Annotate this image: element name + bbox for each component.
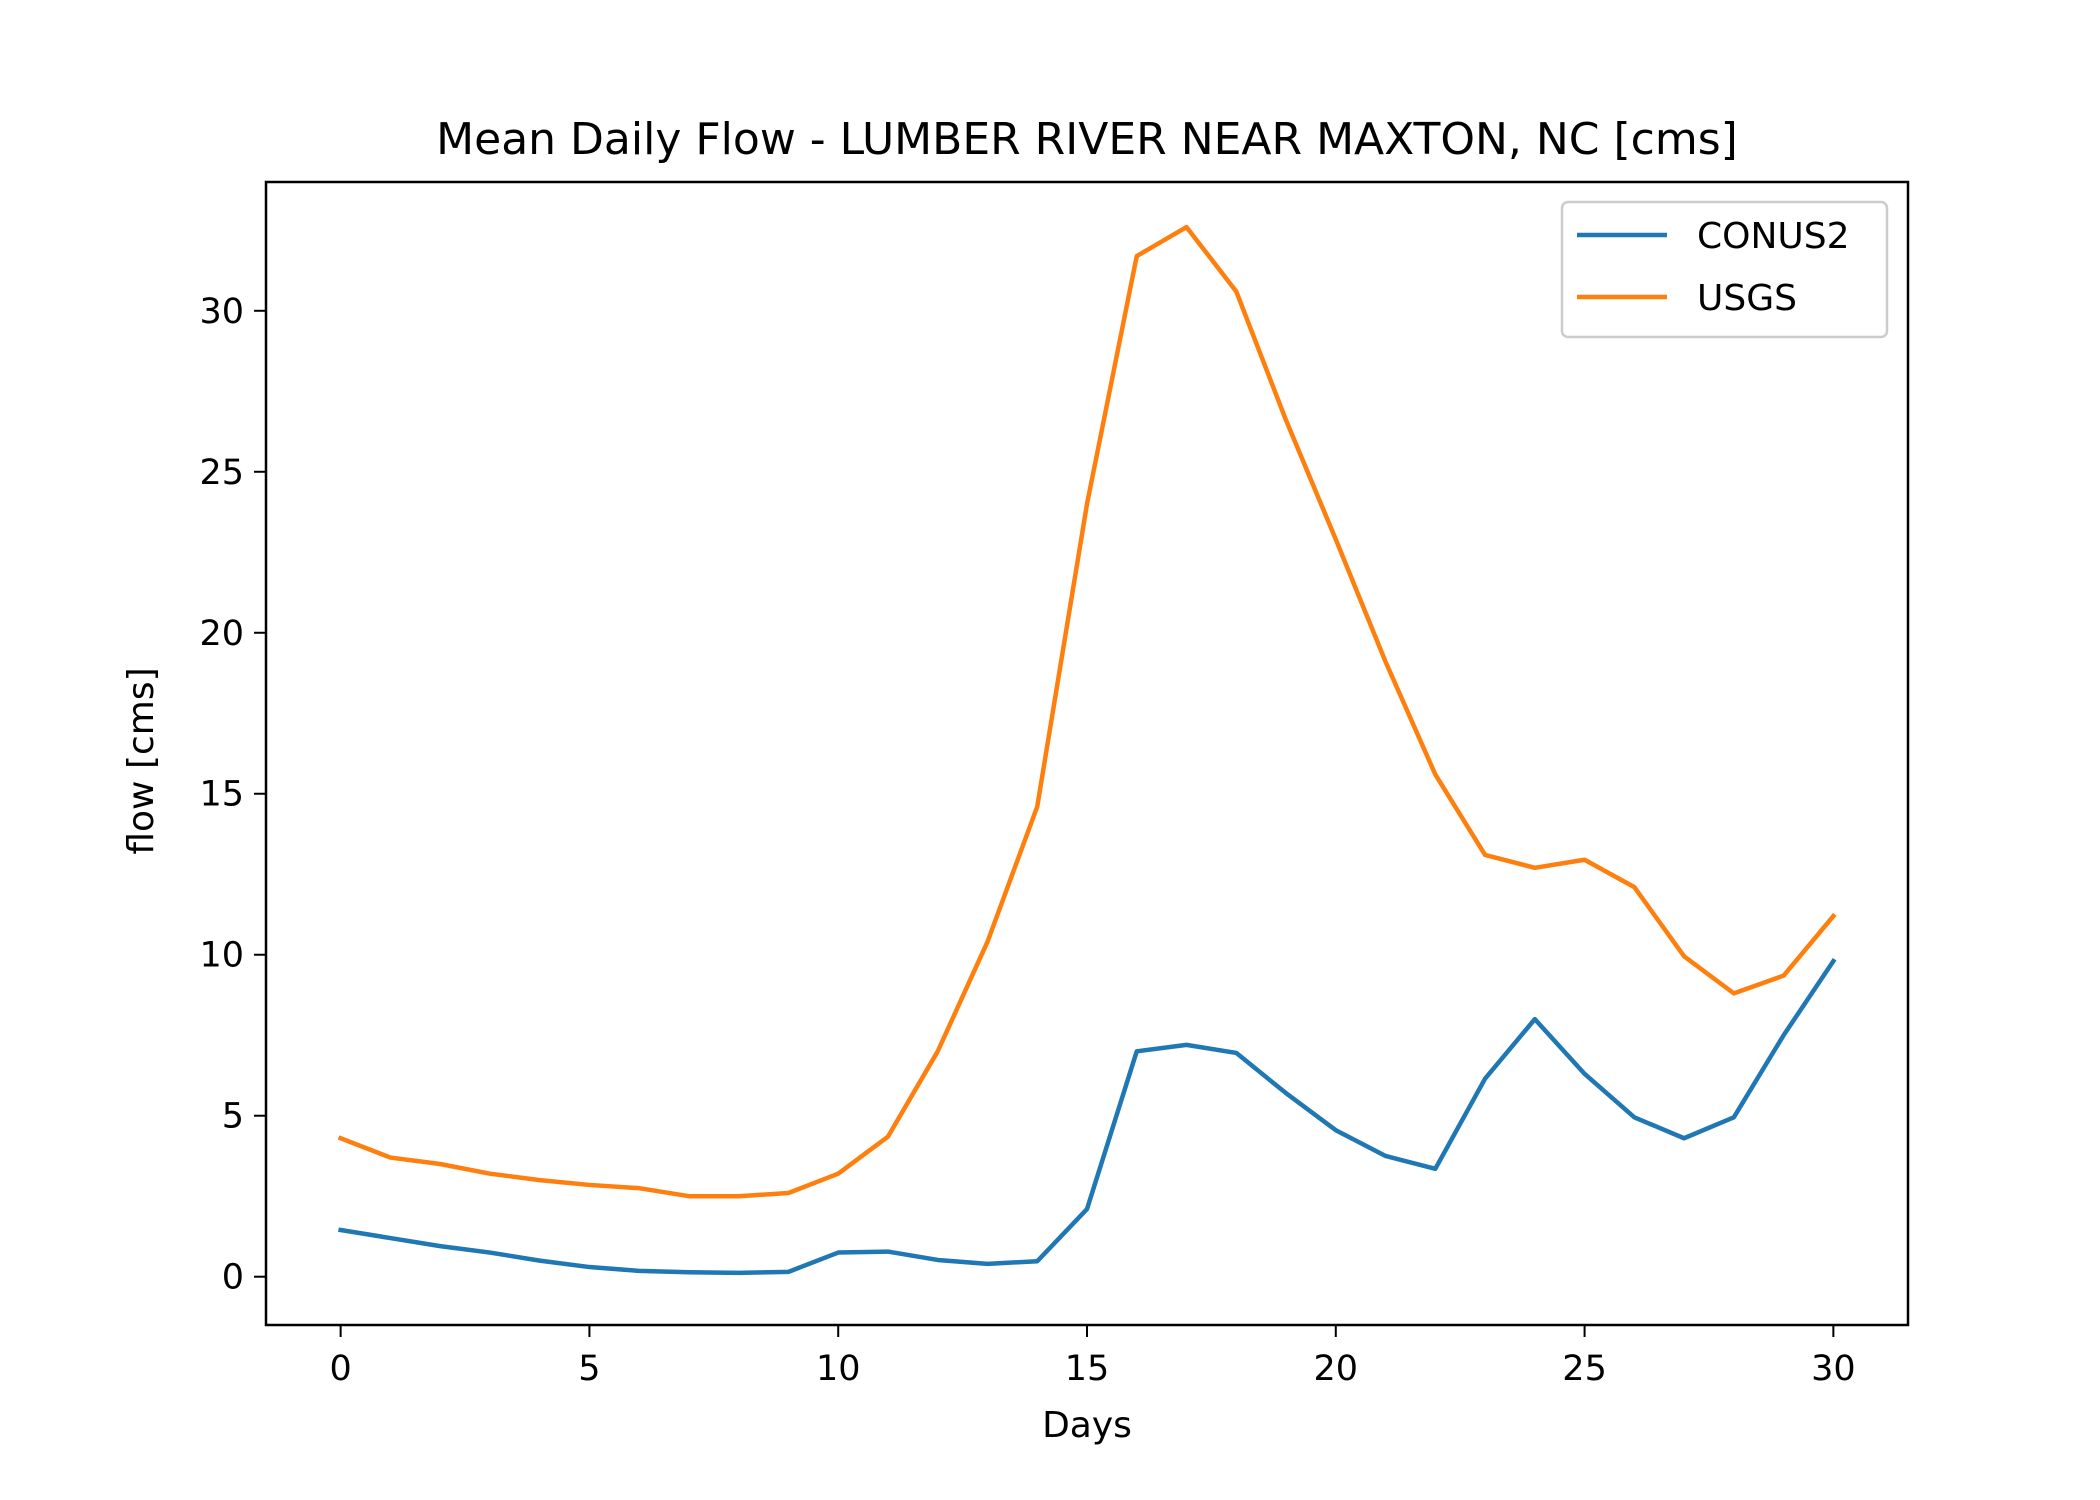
series-layer (337, 224, 1837, 1276)
y-axis-label: flow [cms] (121, 667, 162, 854)
x-tick-label: 25 (1562, 1349, 1607, 1389)
x-tick-label: 15 (1065, 1349, 1110, 1389)
legend-label: CONUS2 (1697, 216, 1850, 257)
chart-title: Mean Daily Flow - LUMBER RIVER NEAR MAXT… (436, 114, 1738, 165)
x-axis-label: Days (1042, 1405, 1132, 1446)
y-tick-label: 20 (199, 614, 244, 654)
y-tick-label: 30 (199, 292, 244, 332)
y-tick-label: 10 (199, 936, 244, 976)
x-tick-label: 0 (329, 1349, 351, 1389)
y-tick-label: 5 (222, 1097, 244, 1137)
series-line-usgs (337, 224, 1837, 1199)
y-axis: 0 5 10 15 20 25 30 (199, 292, 266, 1298)
legend-label: USGS (1697, 278, 1797, 319)
y-tick-label: 25 (199, 453, 244, 493)
legend: CONUS2 USGS (1560, 200, 1889, 339)
y-tick-label: 0 (222, 1258, 244, 1298)
x-tick-label: 20 (1314, 1349, 1359, 1389)
x-tick-label: 10 (816, 1349, 861, 1389)
x-tick-label: 30 (1811, 1349, 1856, 1389)
x-tick-label: 5 (578, 1349, 600, 1389)
x-axis: 0 5 10 15 20 25 30 (329, 1325, 1856, 1389)
y-tick-label: 15 (199, 775, 244, 815)
series-line-conus2 (338, 958, 1837, 1276)
